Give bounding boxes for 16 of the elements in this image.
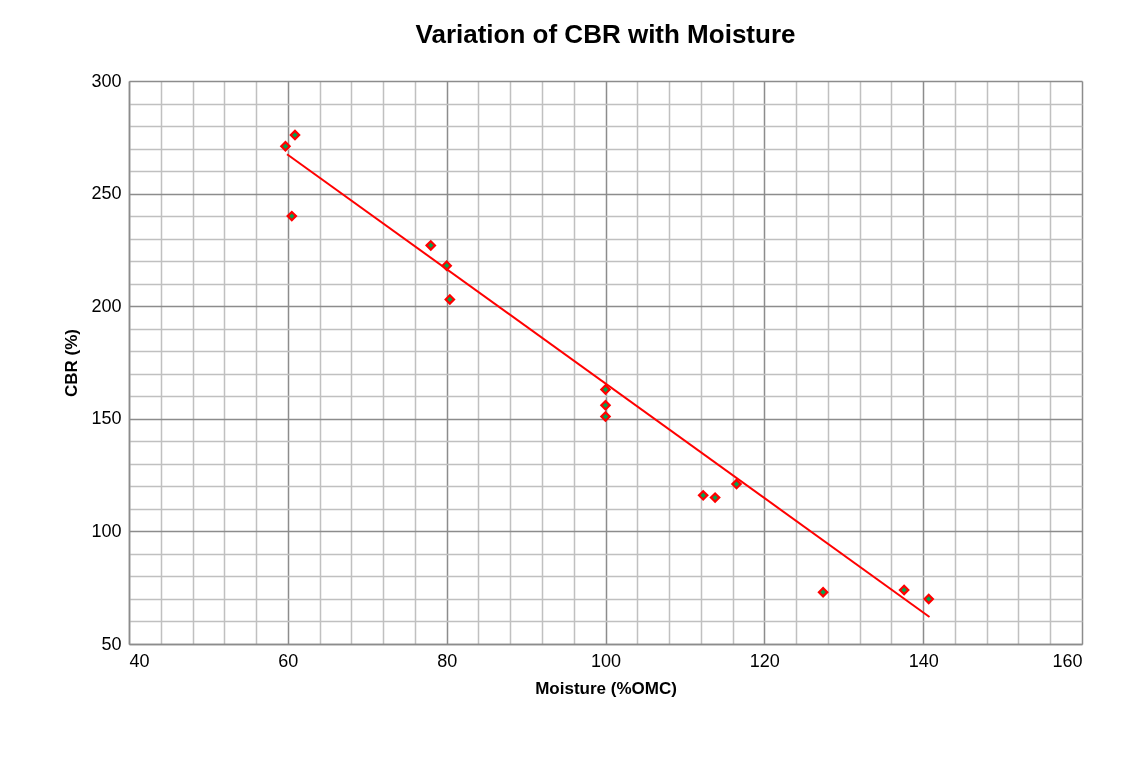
y-tick-label: 50 — [101, 633, 122, 654]
x-tick-label: 140 — [908, 650, 939, 671]
chart-title: Variation of CBR with Moisture — [415, 19, 796, 49]
y-tick-label: 200 — [91, 295, 122, 316]
x-tick-label: 120 — [749, 650, 780, 671]
x-tick-label: 60 — [278, 650, 299, 671]
x-tick-label: 80 — [437, 650, 458, 671]
y-tick-label: 250 — [91, 183, 122, 204]
x-axis-title: Moisture (%OMC) — [535, 678, 677, 698]
x-tick-label: 160 — [1052, 650, 1083, 671]
y-tick-label: 150 — [91, 408, 122, 429]
y-tick-label: 300 — [91, 70, 122, 91]
y-axis-title: CBR (%) — [62, 329, 82, 397]
x-tick-label: 100 — [590, 650, 622, 671]
y-tick-label: 100 — [91, 520, 122, 541]
x-tick-label: 40 — [129, 650, 150, 671]
